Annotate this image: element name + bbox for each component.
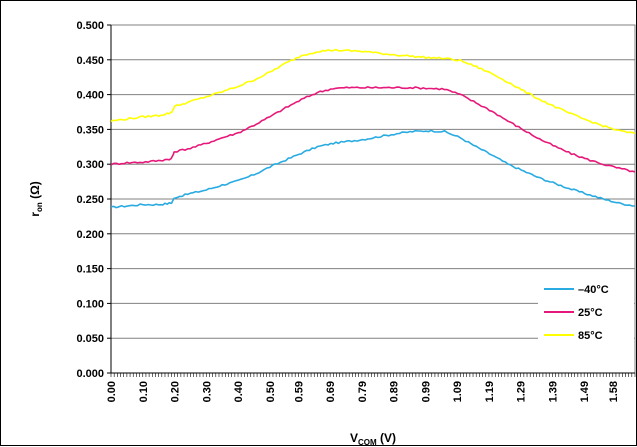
y-tick-label: 0.200 (76, 229, 104, 241)
x-axis-title: VCOM (V) (350, 431, 396, 447)
y-tick-label: 0.450 (76, 55, 104, 67)
y-axis-title-sub: on (35, 202, 44, 212)
legend-label: –40°C (578, 284, 609, 296)
x-tick-label: 1.29 (516, 381, 528, 402)
series-lines (110, 48, 636, 209)
y-tick-label: 0.250 (76, 194, 104, 206)
y-axis-title: ron (Ω) (28, 181, 44, 216)
x-axis-title-main: V (350, 431, 358, 445)
x-tick-label: 1.19 (484, 381, 496, 402)
y-tick-label: 0.300 (76, 159, 104, 171)
x-tick-label: 0.50 (265, 381, 277, 402)
y-axis-title-suffix: (Ω) (28, 181, 42, 202)
x-tick-label: 1.39 (547, 381, 559, 402)
x-tick-label: 0.79 (357, 381, 369, 402)
x-tick-label: 1.49 (579, 381, 591, 402)
series-line-2 (110, 86, 636, 173)
x-tick-label: 0.89 (389, 381, 401, 402)
y-tick-label: 0.050 (76, 333, 104, 345)
y-tick-label: 0.400 (76, 90, 104, 102)
y-tick-label: 0.100 (76, 298, 104, 310)
y-tick-label: 0.350 (76, 124, 104, 136)
legend-label: 25°C (578, 307, 603, 319)
y-axis-title-main: r (28, 212, 42, 217)
x-tick-label: 0.10 (138, 381, 150, 402)
legend-label: 85°C (578, 330, 603, 342)
y-tick-labels: 0.000 0.050 0.100 0.150 0.200 0.250 0.300 0.350… (76, 20, 104, 380)
x-axis-title-suffix: (V) (377, 431, 396, 445)
legend: –40°C 25°C 85°C (538, 276, 634, 348)
y-tick-label: 0.500 (76, 20, 104, 32)
y-tick-label: 0.000 (76, 368, 104, 380)
y-tick-label: 0.150 (76, 264, 104, 276)
x-tick-label: 0.99 (420, 381, 432, 402)
x-tick-label: 0.00 (106, 381, 118, 402)
x-tick-label: 0.30 (201, 381, 213, 402)
x-tick-label: 0.20 (170, 381, 182, 402)
x-tick-label: 1.09 (452, 381, 464, 402)
x-tick-label: 0.59 (293, 381, 305, 402)
x-axis-title-sub: COM (358, 438, 377, 447)
x-tick-labels: 0.00 0.10 0.20 0.30 0.40 0.50 0.59 0.69 0.79 0.89… (106, 381, 620, 402)
x-tick-label: 0.40 (233, 381, 245, 402)
x-tick-label: 1.58 (608, 381, 620, 402)
x-tick-label: 0.69 (325, 381, 337, 402)
series-line-3 (110, 48, 636, 135)
series-line-1 (110, 129, 635, 209)
axis-ticks (107, 24, 636, 377)
